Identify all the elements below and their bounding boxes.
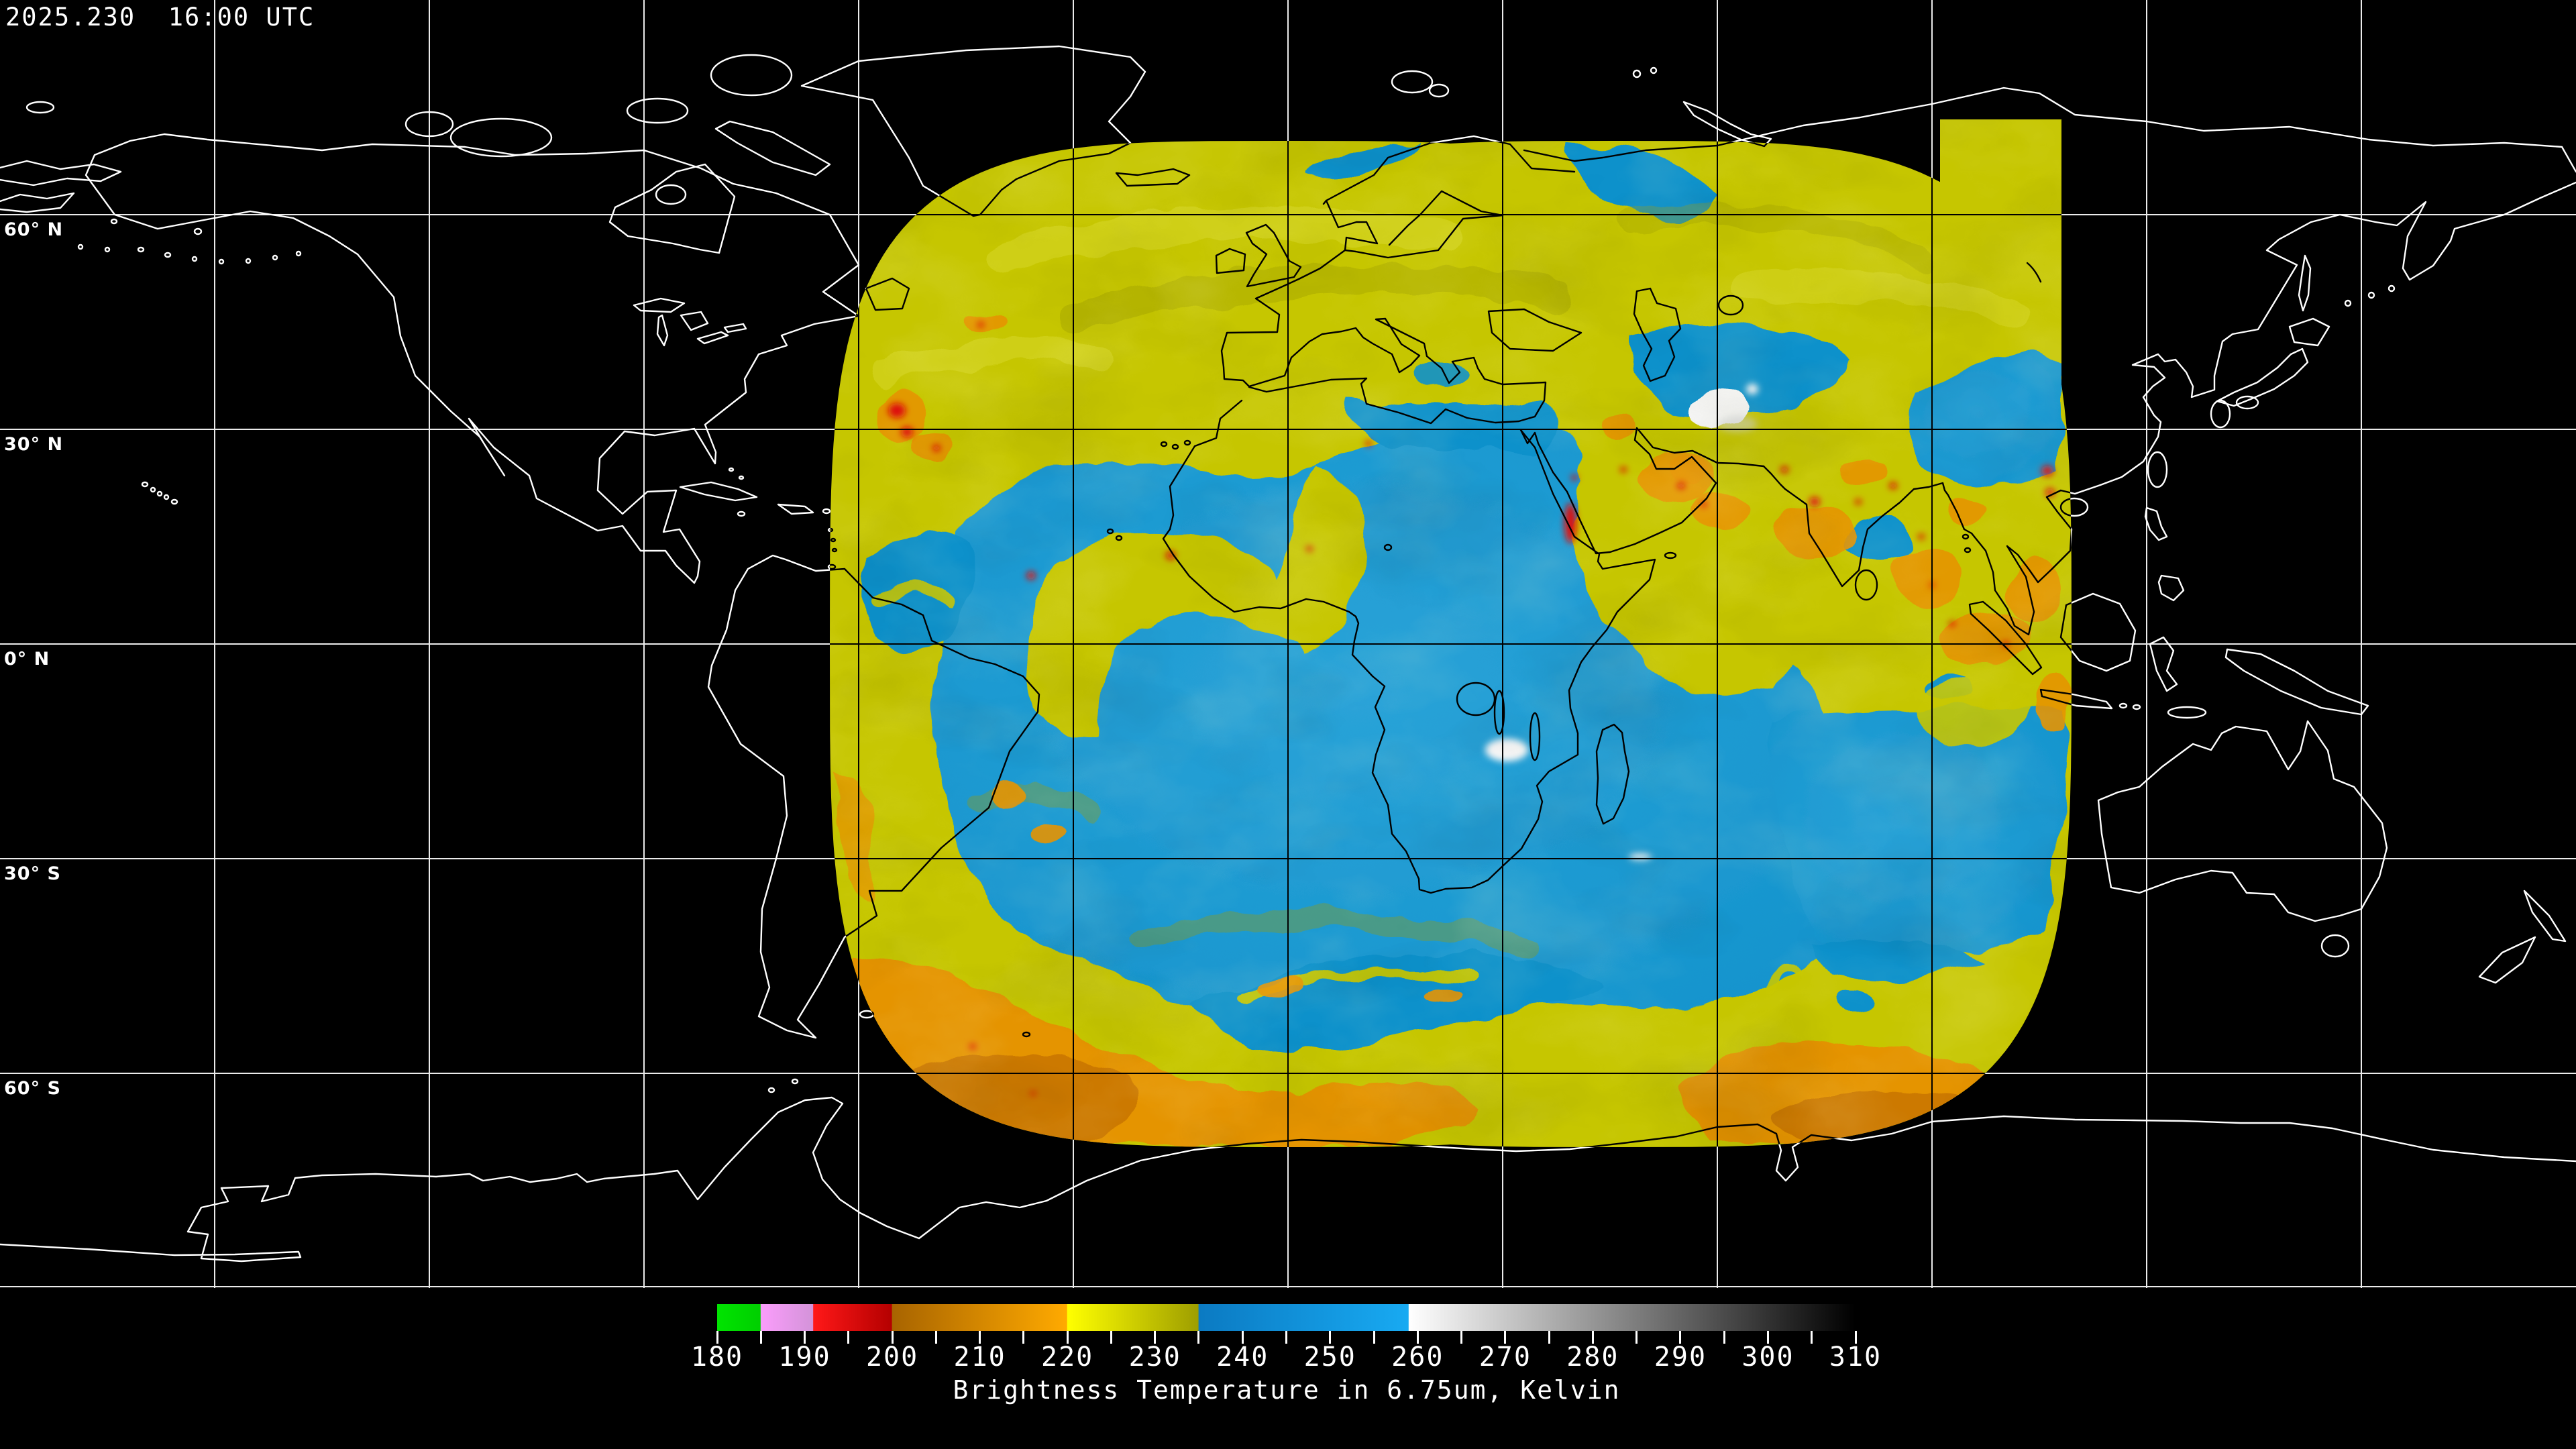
- colorbar-tick-label: 260: [1391, 1342, 1444, 1373]
- colorbar-tick: [847, 1331, 850, 1344]
- colorbar-tick: [979, 1331, 981, 1344]
- colorbar-tick-label: 270: [1479, 1342, 1532, 1373]
- colorbar-tick: [1811, 1331, 1813, 1344]
- colorbar-tick-label: 230: [1128, 1342, 1181, 1373]
- colorbar-tick: [1460, 1331, 1463, 1344]
- colorbar-tick-label: 220: [1041, 1342, 1094, 1373]
- colorbar-tick: [1285, 1331, 1287, 1344]
- colorbar-tick: [1723, 1331, 1725, 1344]
- colorbar-tick-label: 210: [953, 1342, 1006, 1373]
- colorbar-tick: [1197, 1331, 1200, 1344]
- colorbar-gradient-strip: [717, 1304, 1856, 1331]
- colorbar-tick-label: 300: [1741, 1342, 1794, 1373]
- colorbar-tick: [1679, 1331, 1682, 1344]
- colorbar-tick: [1635, 1331, 1638, 1344]
- colorbar-tick: [1110, 1331, 1112, 1344]
- colorbar-tick: [759, 1331, 762, 1344]
- colorbar-tick: [891, 1331, 894, 1344]
- satellite-data-region: [830, 119, 2072, 1147]
- latitude-label: 60° S: [4, 1078, 61, 1099]
- colorbar-tick: [716, 1331, 718, 1344]
- colorbar-tick-label: 280: [1566, 1342, 1619, 1373]
- colorbar-tick: [1854, 1331, 1857, 1344]
- latitude-label: 0° N: [4, 649, 50, 669]
- colorbar-tick: [1591, 1331, 1594, 1344]
- colorbar-title: Brightness Temperature in 6.75um, Kelvin: [953, 1375, 1621, 1405]
- colorbar-tick-label: 180: [690, 1342, 744, 1373]
- colorbar-tick-label: 240: [1216, 1342, 1269, 1373]
- colorbar-tick: [1504, 1331, 1507, 1344]
- colorbar-tick-label: 290: [1654, 1342, 1707, 1373]
- colorbar-tick-label: 190: [778, 1342, 831, 1373]
- colorbar-tick: [1373, 1331, 1375, 1344]
- colorbar-tick: [1548, 1331, 1550, 1344]
- colorbar-tick: [1022, 1331, 1025, 1344]
- colorbar-tick: [1329, 1331, 1332, 1344]
- colorbar-tick-label: 200: [865, 1342, 919, 1373]
- colorbar-tick: [1241, 1331, 1244, 1344]
- latitude-label: 30° S: [4, 863, 61, 884]
- colorbar-tick: [934, 1331, 937, 1344]
- colorbar-tick: [1154, 1331, 1157, 1344]
- colorbar-tick: [804, 1331, 806, 1344]
- timestamp-label: 2025.230 16:00 UTC: [5, 3, 315, 32]
- colorbar-tick-label: 310: [1829, 1342, 1882, 1373]
- latitude-label: 30° N: [4, 434, 64, 455]
- colorbar-tick: [1766, 1331, 1769, 1344]
- colorbar-tick: [1066, 1331, 1069, 1344]
- colorbar-tick: [1416, 1331, 1419, 1344]
- colorbar-tick-label: 250: [1303, 1342, 1356, 1373]
- latitude-label: 60° N: [4, 219, 64, 240]
- colorbar: 180 190 200 210 220 230 240 250 260 270 280 290 300 3…: [691, 1304, 1880, 1438]
